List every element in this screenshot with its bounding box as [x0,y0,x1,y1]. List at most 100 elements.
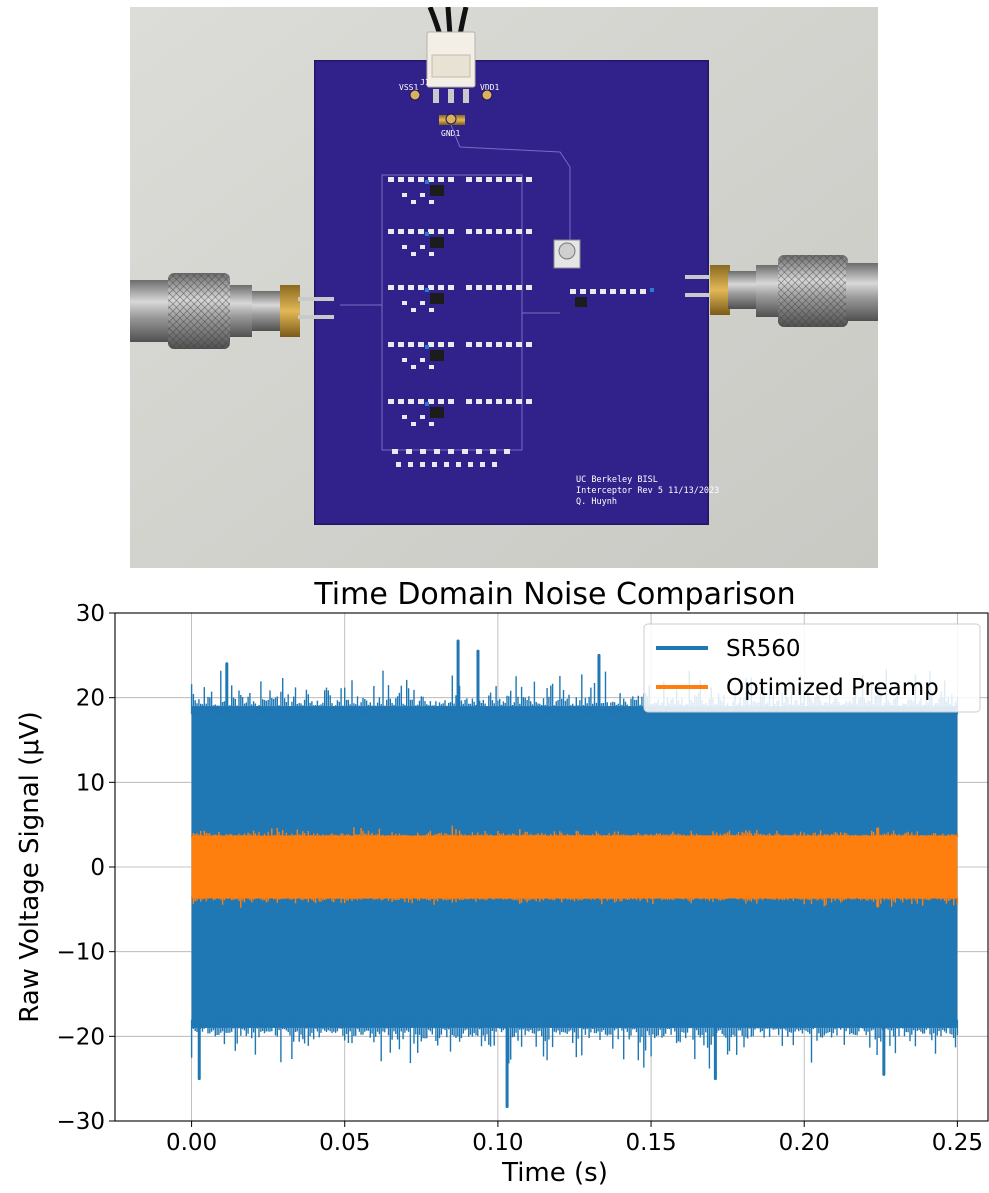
smd-part [420,193,425,197]
smd-part [466,177,472,182]
x-tick-label: 0.15 [625,1130,676,1156]
smd-part [411,365,416,369]
pcb-components [388,177,654,467]
smd-part [428,229,434,234]
smd-part [526,229,532,234]
x-tick-label: 0.00 [166,1130,217,1156]
smd-part [420,449,426,454]
smd-part [496,285,502,290]
x-tick-label: 0.10 [472,1130,523,1156]
y-tick-label: 0 [90,855,105,881]
silkscreen-line-3: Q. Huynh [576,497,617,507]
smd-part [506,285,512,290]
x-tick-label: 0.20 [779,1130,830,1156]
right-bnc-connector [685,255,878,327]
smd-part [526,285,532,290]
smd-part [466,342,472,347]
smd-part [411,252,416,256]
smd-part [398,399,404,404]
noise-comparison-chart: Time Domain Noise Comparison 30 20 10 0 −10 −… [15,577,989,1188]
smd-part [429,308,434,312]
smd-part [448,285,454,290]
smd-part [418,342,424,347]
legend: SR560 Optimized Preamp [643,623,981,713]
smd-part [490,449,496,454]
left-bnc-connector [130,273,334,349]
chart-title: Time Domain Noise Comparison [313,577,795,612]
smd-part [402,245,407,249]
smd-part [428,177,434,182]
smd-part [408,285,414,290]
ic-chip [430,293,444,304]
smd-part [496,229,502,234]
ic-chip [430,237,444,248]
smd-part [486,177,492,182]
smd-part [402,301,407,305]
smd-part [396,462,401,467]
smd-part [466,229,472,234]
smd-part [496,177,502,182]
smd-part [580,289,586,294]
smd-part [462,449,468,454]
smd-part [526,177,532,182]
smd-part [456,462,461,467]
pin-label-vss: VSS1 [399,83,418,92]
x-tick-label: 0.25 [932,1130,983,1156]
smd-part [398,229,404,234]
smd-part [516,177,522,182]
smd-part [418,177,424,182]
smd-part [429,200,434,204]
y-tick-label: 30 [76,601,105,627]
smd-part [448,449,454,454]
smd-part [411,422,416,426]
smd-part [496,342,502,347]
smd-part [506,229,512,234]
y-axis-label: Raw Voltage Signal (μV) [15,711,45,1023]
smd-part [526,399,532,404]
smd-part [428,342,434,347]
smd-part [480,462,485,467]
x-axis-ticks: 0.00 0.05 0.10 0.15 0.20 0.25 [166,1121,983,1156]
y-tick-label: 10 [76,770,105,796]
smd-part [392,449,398,454]
ic-chip [430,407,444,418]
smd-part [506,342,512,347]
smd-part [438,399,444,404]
smd-part [434,449,440,454]
smd-part [516,342,522,347]
smd-part [444,462,449,467]
smd-part [486,285,492,290]
smd-part [438,285,444,290]
pin-label-vdd: VDD1 [480,83,499,92]
smd-part [590,289,596,294]
pcb-photo: J1 VSS1 GND1 VDD1 UC Berkeley BISL Inter… [130,7,878,568]
smd-part [402,193,407,197]
smd-part [526,342,532,347]
smd-part [420,415,425,419]
capacitor [425,288,429,292]
smd-part [610,289,616,294]
smd-part [388,342,394,347]
y-tick-label: −10 [56,940,105,966]
smd-part [408,229,414,234]
capacitor [425,402,429,406]
smd-part [640,289,646,294]
legend-label-optimized-preamp: Optimized Preamp [726,675,939,701]
smd-part [438,177,444,182]
smd-part [476,399,482,404]
smd-part [468,462,473,467]
y-axis-ticks: 30 20 10 0 −10 −20 −30 [56,601,115,1135]
x-tick-label: 0.05 [319,1130,370,1156]
smd-part [408,462,413,467]
smd-part [486,229,492,234]
smd-part [429,422,434,426]
smd-part [448,399,454,404]
smd-part [418,399,424,404]
smd-part [411,308,416,312]
smd-part [429,365,434,369]
y-tick-label: −20 [56,1024,105,1050]
ic-chip [430,350,444,361]
legend-label-sr560: SR560 [726,636,800,662]
smd-part [516,399,522,404]
smd-part [420,245,425,249]
